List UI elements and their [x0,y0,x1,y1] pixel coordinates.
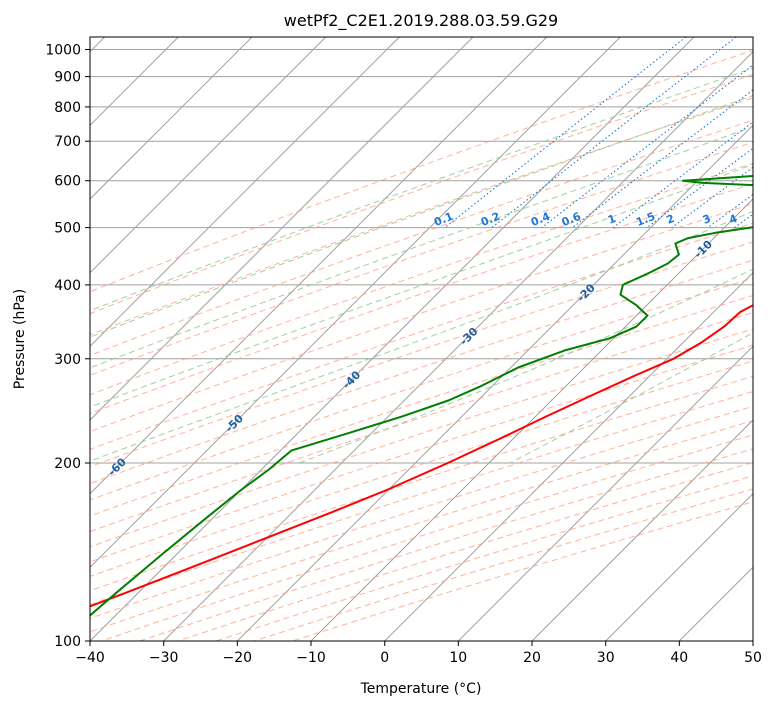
x-tick-label: 0 [380,650,389,666]
y-tick-label: 700 [54,134,81,150]
y-axis-title: Pressure (hPa) [12,289,28,389]
x-tick-label: 40 [670,650,688,666]
y-tick-label: 100 [54,634,81,650]
moist-adiabat-line [90,210,753,462]
isotherm-line [90,37,253,200]
mixing-ratio-label: 3 [701,212,713,227]
y-tick-label: 400 [54,278,81,294]
mixing-ratio-line [541,64,753,229]
x-tick-label: −20 [223,650,253,666]
isotherm-line [90,37,548,495]
x-tick-label: −10 [296,650,326,666]
isotherm-line [310,198,753,641]
dry-adiabat-line [90,49,753,293]
dry-adiabat-line [90,277,753,501]
y-tick-label: 800 [54,100,81,116]
x-tick-label: 30 [597,650,615,666]
dry-adiabat-line [90,241,753,468]
isotherm-line [90,37,695,641]
isotherm-line [457,345,753,641]
dry-adiabat-line [90,311,753,533]
x-tick-label: 20 [523,650,541,666]
axis-ticks: −40 −30 −20 −10 0 10 20 30 40 50 100 200 300 400 500 60… [45,43,762,667]
moist-adiabat-line [90,95,753,338]
dry-adiabat-line [90,97,753,336]
y-tick-label: 1000 [45,43,81,59]
background-lines [90,37,753,641]
isotherm-line [384,271,753,641]
isotherm-line [531,419,753,641]
moist-adiabat-line [90,126,753,369]
y-tick-label: 200 [54,456,81,472]
x-tick-label: −30 [149,650,179,666]
dry-adiabat-line [90,222,753,450]
moist-adiabat-line [90,67,753,312]
y-tick-label: 300 [54,352,81,368]
x-tick-label: 50 [744,650,762,666]
y-tick-label: 900 [54,70,81,86]
dry-adiabat-line [90,162,753,396]
dry-adiabat-line [90,328,753,548]
x-tick-label: 10 [449,650,467,666]
chart-title: wetPf2_C2E1.2019.288.03.59.G29 [284,11,558,31]
moist-adiabat-line [90,163,753,408]
isotherm-line [90,37,327,274]
isotherm-line [90,37,474,421]
sounding-profiles [90,175,753,617]
isotherm-line [90,37,621,569]
dry-adiabat-line [90,183,753,414]
mixing-ratio-line [572,89,753,229]
plot-frame [89,36,754,642]
dry-adiabat-line [90,119,753,356]
isotherm-line [605,492,753,641]
x-axis-title: Temperature (°C) [360,681,482,697]
dry-adiabat-line [90,141,753,376]
isotherm-line [236,124,753,641]
mixing-ratio-label: 2 [665,212,677,227]
dewpoint-profile-line [90,175,753,617]
mixing-ratio-label: 1 [606,212,618,227]
dry-adiabat-line [90,73,753,315]
isotherm-line [163,50,753,641]
y-tick-label: 500 [54,221,81,237]
isotherm-line [90,37,400,348]
dry-adiabat-line [90,375,753,592]
x-tick-label: −40 [75,650,105,666]
temperature-profile-line [90,304,753,608]
y-tick-label: 600 [54,174,81,190]
moist-adiabat-line [299,268,753,464]
